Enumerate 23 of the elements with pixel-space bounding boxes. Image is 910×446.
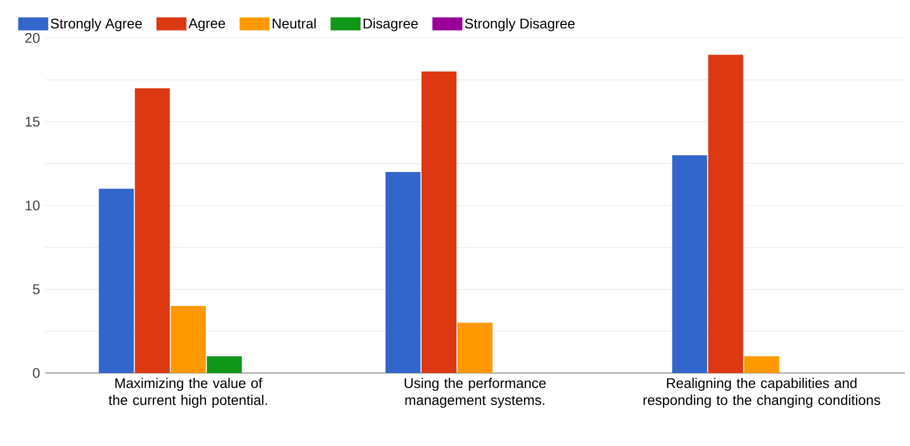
y-tick-label: 20 [25,33,40,43]
legend-label: Agree [188,18,226,32]
x-tick-label: Realigning the capabilities and responding to the changing conditions [644,378,880,408]
legend-label: Strongly Agree [50,18,142,32]
bar [98,188,134,373]
bar [672,155,708,373]
bar [134,88,170,373]
y-tick-label: 10 [26,200,40,210]
bar [170,306,206,373]
bar [422,71,457,373]
y-tick-label: 5 [32,284,40,294]
y-tick-label: 0 [32,368,40,378]
y-tick-label: 15 [26,116,40,127]
bar [744,356,780,373]
bar [458,322,493,373]
legend-label: Disagree [364,18,418,32]
legend-label: Strongly Disagree [465,18,575,32]
x-tick-label: Maximizing the value of the current high potential. [108,378,267,408]
x-tick-label: Using the performance management systems. [404,378,546,408]
bar [386,172,421,373]
legend-label: Neutral [272,18,316,29]
bar [206,356,242,373]
bar [708,54,744,373]
